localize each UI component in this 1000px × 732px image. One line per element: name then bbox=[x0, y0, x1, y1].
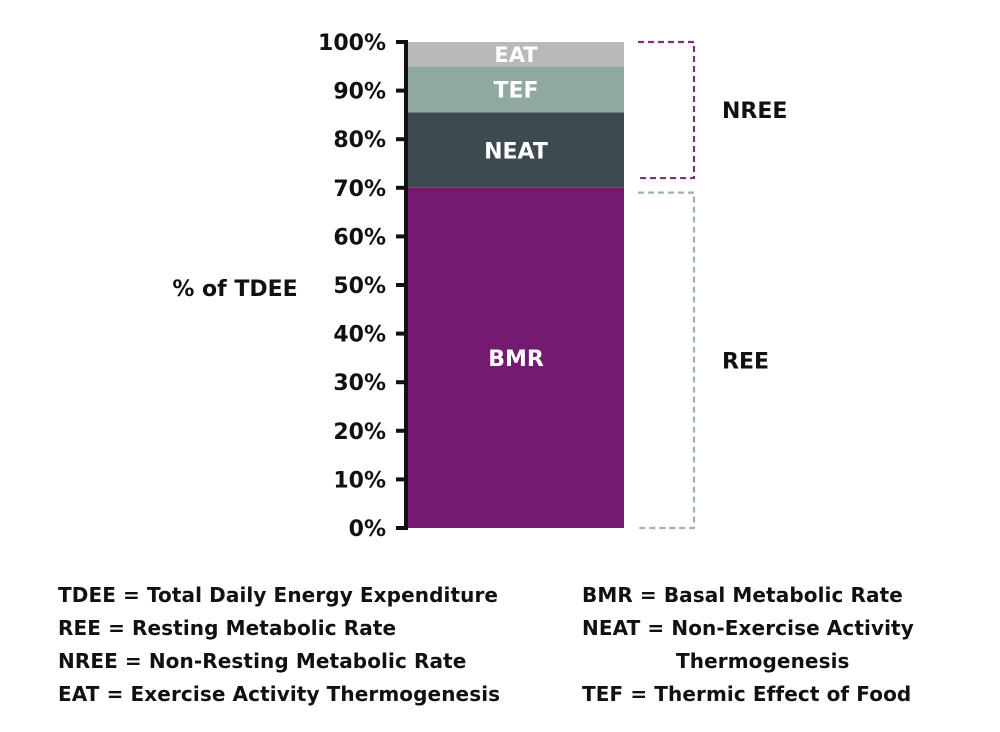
legend-item-nree: NREE = Non-Resting Metabolic Rate bbox=[58, 649, 467, 673]
y-tick-label: 80% bbox=[333, 128, 386, 153]
legend-item-bmr: BMR = Basal Metabolic Rate bbox=[582, 583, 903, 607]
bar-segment-tef bbox=[408, 66, 624, 113]
bar-segments: BMR NEAT TEF EAT bbox=[408, 42, 624, 529]
bracket-ree bbox=[638, 191, 696, 530]
bar-segment-eat bbox=[408, 42, 624, 67]
segment-label-eat: EAT bbox=[494, 43, 538, 67]
legend-item-neat: NEAT = Non-Exercise Activity bbox=[582, 616, 914, 640]
y-tick-label: 40% bbox=[333, 323, 386, 348]
bar-segment-bmr bbox=[408, 187, 624, 529]
legend-item-eat: EAT = Exercise Activity Thermogenesis bbox=[58, 682, 501, 706]
y-tick-label: 100% bbox=[318, 31, 386, 56]
legend-item-tdee: TDEE = Total Daily Energy Expenditure bbox=[58, 583, 499, 607]
y-tick-label: 90% bbox=[333, 80, 386, 105]
segment-label-neat: NEAT bbox=[484, 139, 548, 164]
legend-right: BMR = Basal Metabolic Rate NEAT = Non-Ex… bbox=[582, 583, 914, 715]
y-tick-label: 30% bbox=[333, 371, 386, 396]
y-axis-label: % of TDEE bbox=[172, 277, 297, 302]
bracket-label-ree: REE bbox=[722, 349, 769, 374]
brackets: NREE REE bbox=[638, 40, 787, 530]
y-axis-ticks: 0% 10% 20% 30% 40% 50% 60% 70% 80% 90% 100% bbox=[318, 31, 406, 542]
y-tick-label: 10% bbox=[333, 468, 386, 493]
y-tick-label: 70% bbox=[333, 177, 386, 202]
y-tick-label: 50% bbox=[333, 274, 386, 299]
bracket-label-nree: NREE bbox=[722, 99, 787, 124]
legend-left: TDEE = Total Daily Energy Expenditure RE… bbox=[58, 583, 500, 715]
bracket-nree bbox=[638, 40, 696, 180]
segment-label-bmr: BMR bbox=[488, 347, 544, 372]
legend-item-neat-continued: Thermogenesis bbox=[676, 649, 850, 673]
legend-item-tef: TEF = Thermic Effect of Food bbox=[582, 682, 912, 706]
stacked-bar-chart: 0% 10% 20% 30% 40% 50% 60% 70% 80% 90% 100% BMR NEA… bbox=[172, 31, 787, 542]
segment-label-tef: TEF bbox=[493, 79, 538, 104]
y-tick-label: 0% bbox=[349, 517, 386, 542]
y-tick-label: 20% bbox=[333, 420, 386, 445]
y-tick-label: 60% bbox=[333, 225, 386, 250]
bar-segment-neat bbox=[408, 112, 624, 188]
legend-item-ree: REE = Resting Metabolic Rate bbox=[58, 616, 397, 640]
